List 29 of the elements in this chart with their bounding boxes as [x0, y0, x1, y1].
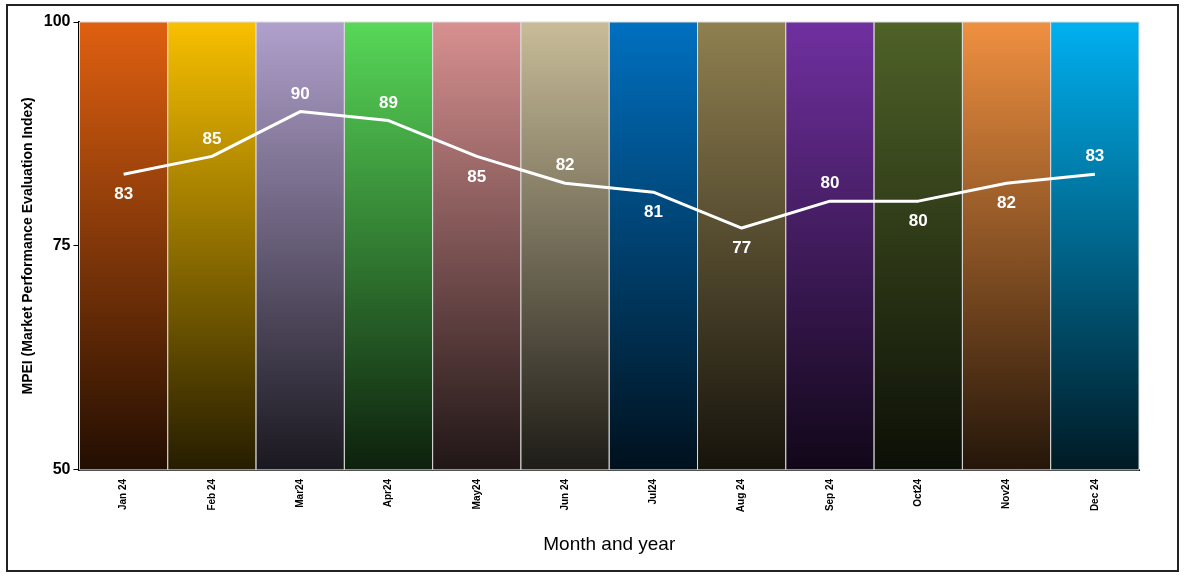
x-tick-label: Dec 24	[1088, 478, 1100, 512]
data-label: 82	[555, 155, 575, 175]
data-label: 83	[1085, 146, 1105, 166]
data-label: 77	[732, 238, 752, 258]
data-label: 85	[202, 128, 222, 148]
data-label: 81	[643, 202, 663, 222]
y-tick-label: 100	[43, 12, 71, 30]
y-tick-label: 50	[52, 460, 71, 478]
x-axis-title: Month and year	[543, 532, 676, 554]
data-label: 89	[379, 92, 398, 112]
x-tick-label: Aug 24	[735, 478, 747, 513]
x-tick-label: Mar24	[293, 478, 305, 508]
x-tick-label: Nov24	[1000, 478, 1012, 509]
y-tick-label: 75	[52, 236, 71, 254]
x-tick-label: Jan 24	[117, 478, 129, 510]
x-tick-label: Oct24	[912, 478, 924, 507]
x-tick-label: Apr24	[382, 478, 394, 508]
x-tick-label: May24	[470, 478, 482, 510]
data-label: 85	[467, 166, 487, 186]
x-tick-label: Jun 24	[558, 478, 570, 511]
y-axis-title: MPEI (Market Performance Evaluation Index)	[19, 97, 36, 395]
data-label: 83	[114, 184, 134, 204]
data-label: 82	[997, 193, 1017, 213]
data-label: 80	[820, 173, 840, 193]
x-tick-label: Jul24	[647, 478, 659, 505]
data-label: 80	[908, 211, 928, 231]
x-tick-label: Sep 24	[823, 478, 835, 512]
x-tick-label: Feb 24	[205, 478, 217, 511]
data-label: 90	[290, 83, 310, 103]
